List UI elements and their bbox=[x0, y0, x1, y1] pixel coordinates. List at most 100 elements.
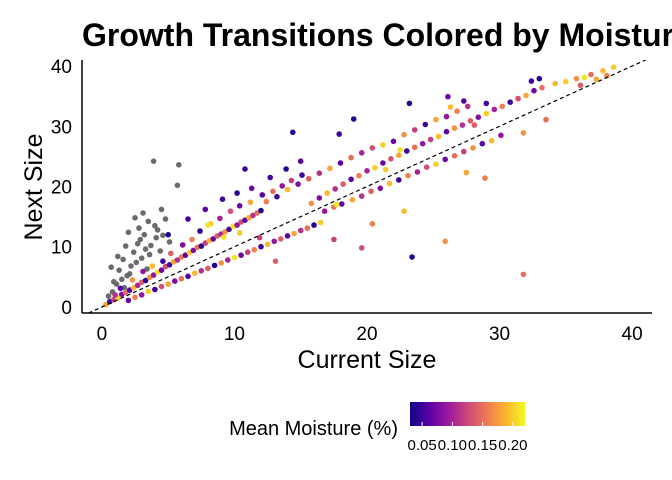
data-point bbox=[483, 110, 490, 117]
data-point bbox=[150, 158, 157, 164]
data-point bbox=[423, 164, 430, 170]
data-point bbox=[128, 263, 134, 269]
y-tick-label: 10 bbox=[51, 238, 72, 259]
y-tick-label: 40 bbox=[51, 57, 72, 78]
data-point bbox=[115, 253, 121, 260]
data-point bbox=[251, 247, 258, 253]
data-point bbox=[111, 278, 117, 285]
data-point bbox=[267, 174, 274, 181]
data-point bbox=[138, 292, 145, 298]
data-point bbox=[160, 258, 166, 265]
data-point bbox=[397, 147, 403, 153]
data-point bbox=[238, 252, 244, 258]
data-point bbox=[488, 137, 495, 144]
data-point bbox=[380, 160, 386, 166]
data-point bbox=[419, 140, 426, 147]
data-point bbox=[211, 262, 218, 269]
data-point bbox=[234, 222, 240, 228]
data-point bbox=[349, 197, 356, 203]
data-point bbox=[414, 169, 421, 175]
data-point bbox=[588, 71, 594, 78]
data-point bbox=[498, 132, 504, 139]
data-point bbox=[520, 130, 527, 136]
data-point bbox=[470, 145, 476, 151]
data-point bbox=[316, 195, 323, 201]
data-point bbox=[543, 116, 549, 123]
data-point bbox=[234, 190, 240, 196]
data-point bbox=[270, 188, 276, 195]
y-axis-title: Next Size bbox=[20, 134, 48, 241]
data-point bbox=[221, 234, 227, 240]
data-point bbox=[231, 254, 238, 261]
x-tick-label: 20 bbox=[356, 324, 377, 345]
data-point bbox=[405, 172, 411, 179]
data-point bbox=[515, 95, 521, 102]
data-point bbox=[339, 201, 345, 207]
data-point bbox=[331, 236, 337, 243]
data-point bbox=[278, 236, 284, 242]
data-point bbox=[447, 104, 454, 110]
y-tick-label: 30 bbox=[51, 117, 72, 138]
data-point bbox=[140, 210, 146, 216]
data-point bbox=[218, 260, 224, 266]
data-point bbox=[150, 272, 157, 278]
data-point bbox=[369, 145, 376, 151]
colorbar-tick-label: 0.10 bbox=[438, 437, 467, 454]
data-point bbox=[340, 181, 346, 187]
data-point bbox=[157, 248, 163, 254]
data-point bbox=[372, 165, 378, 171]
data-point bbox=[244, 249, 251, 255]
reference-line bbox=[87, 60, 647, 313]
data-point bbox=[152, 286, 158, 293]
data-point bbox=[205, 265, 211, 272]
data-point bbox=[499, 103, 506, 110]
data-point bbox=[190, 247, 197, 254]
data-point bbox=[152, 222, 158, 229]
colorbar-ticks: 0.05 0.10 0.15 0.20 bbox=[408, 422, 527, 454]
data-point bbox=[380, 142, 386, 148]
data-point bbox=[129, 277, 136, 283]
data-point bbox=[528, 78, 535, 84]
data-point bbox=[198, 243, 205, 249]
data-point bbox=[321, 208, 328, 214]
data-point bbox=[386, 180, 393, 187]
data-point bbox=[295, 181, 301, 187]
data-point bbox=[138, 255, 145, 261]
data-point bbox=[205, 222, 211, 228]
data-point bbox=[117, 285, 124, 292]
data-point bbox=[178, 275, 185, 282]
data-point bbox=[573, 75, 580, 82]
data-point bbox=[390, 138, 397, 145]
data-point bbox=[132, 215, 138, 221]
data-point bbox=[308, 200, 315, 207]
data-point bbox=[411, 127, 418, 133]
data-point bbox=[539, 84, 545, 91]
data-point bbox=[311, 222, 317, 228]
data-point bbox=[258, 207, 264, 214]
data-point bbox=[368, 188, 374, 195]
data-point bbox=[236, 230, 243, 236]
data-point bbox=[396, 177, 402, 183]
data-point bbox=[507, 99, 513, 105]
data-point bbox=[141, 231, 148, 238]
data-point bbox=[433, 116, 439, 123]
data-point bbox=[134, 240, 141, 247]
data-point bbox=[467, 118, 474, 124]
data-point bbox=[327, 165, 333, 172]
colorbar-title: Mean Moisture (%) bbox=[229, 418, 398, 440]
data-point bbox=[520, 271, 527, 278]
data-point bbox=[174, 182, 181, 189]
data-point bbox=[369, 221, 376, 227]
x-tick-label: 10 bbox=[224, 324, 245, 345]
chart-title: Growth Transitions Colored by Moisture bbox=[82, 17, 672, 53]
data-point bbox=[291, 230, 297, 237]
data-point bbox=[442, 238, 449, 245]
data-point bbox=[274, 193, 280, 200]
data-point bbox=[126, 271, 133, 277]
data-point bbox=[133, 259, 140, 266]
data-point bbox=[324, 190, 331, 196]
data-point bbox=[125, 297, 132, 304]
data-point bbox=[404, 148, 410, 154]
data-point bbox=[435, 133, 442, 140]
